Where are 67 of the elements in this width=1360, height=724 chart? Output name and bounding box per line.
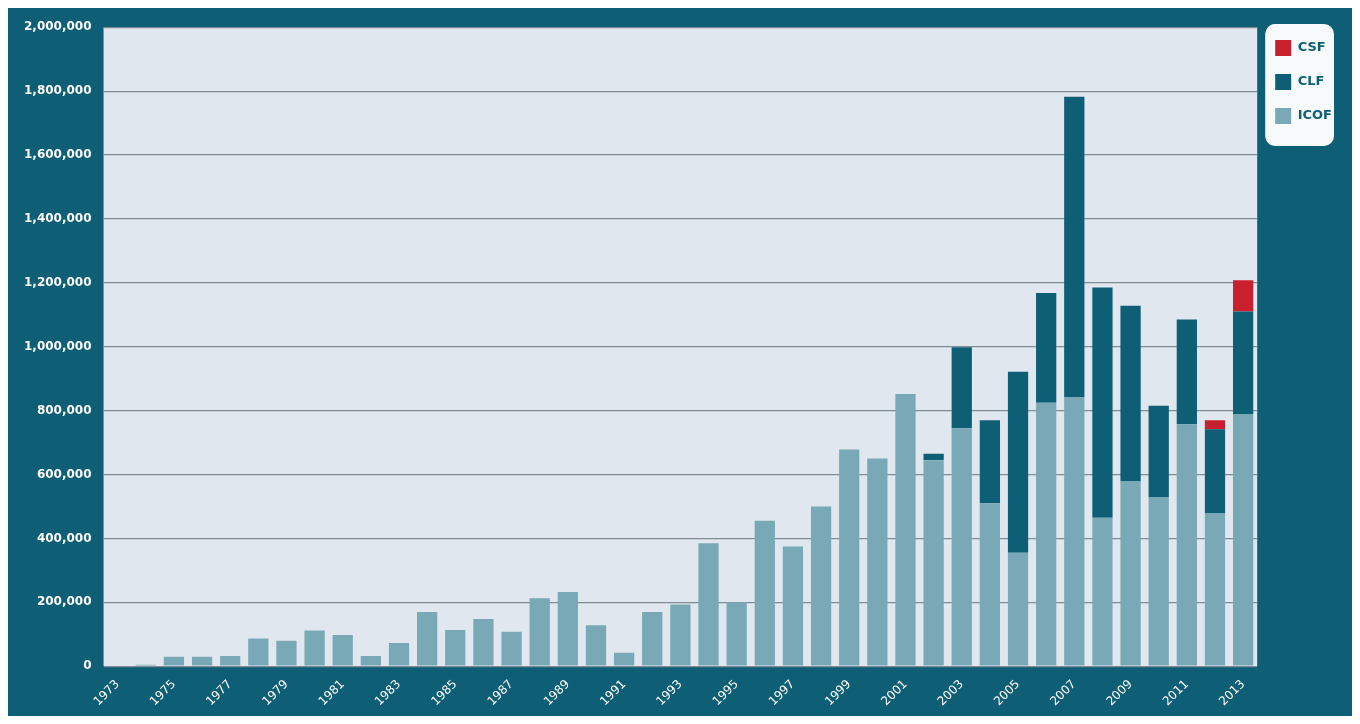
bar	[1176, 319, 1197, 425]
bar	[557, 592, 578, 666]
bar	[191, 656, 213, 666]
bar	[1120, 481, 1141, 666]
bar	[979, 420, 1001, 504]
bar	[923, 453, 944, 461]
bar	[1176, 424, 1197, 666]
bar	[1064, 396, 1085, 666]
bar	[613, 652, 635, 666]
bar	[895, 394, 916, 666]
bar	[417, 611, 438, 666]
bar	[951, 347, 972, 429]
bar	[1148, 497, 1169, 666]
legend-label: CSF	[1297, 39, 1326, 55]
legend-label: CLF	[1297, 73, 1325, 89]
y-tick-label: 1,400,000	[23, 211, 92, 226]
bar	[1064, 96, 1085, 397]
y-tick-label: 200,000	[36, 594, 92, 609]
bar	[304, 630, 325, 666]
bar	[810, 506, 832, 666]
bar	[585, 625, 607, 666]
bar	[979, 503, 1001, 666]
bar	[923, 460, 944, 666]
bar	[360, 656, 381, 666]
bar	[163, 656, 185, 666]
bar	[754, 520, 775, 666]
y-tick-label: 0	[83, 658, 92, 673]
bar	[1036, 293, 1057, 403]
bar	[782, 546, 804, 666]
bar	[1148, 405, 1169, 498]
bar	[220, 656, 241, 666]
bar	[1204, 429, 1226, 514]
bar	[839, 449, 860, 666]
bar	[951, 428, 972, 666]
y-tick-label: 600,000	[36, 466, 92, 481]
bar	[388, 642, 410, 666]
bar	[1092, 517, 1113, 666]
bar	[726, 602, 747, 666]
bar	[1007, 371, 1029, 553]
bar	[529, 598, 550, 666]
bar	[501, 631, 522, 666]
bar	[276, 640, 297, 666]
bar	[1007, 552, 1029, 666]
bar	[1036, 402, 1057, 666]
y-tick-label: 1,000,000	[23, 338, 92, 353]
y-tick-label: 800,000	[36, 402, 92, 417]
bar	[473, 618, 494, 666]
bar	[1204, 513, 1226, 666]
bar	[332, 634, 353, 666]
bar	[867, 458, 888, 666]
bar	[445, 630, 466, 666]
bar	[1204, 420, 1226, 430]
y-tick-label: 1,600,000	[23, 147, 92, 162]
bar	[1232, 311, 1254, 415]
y-tick-label: 1,800,000	[23, 83, 92, 98]
y-tick-label: 1,200,000	[23, 274, 92, 289]
bar	[1120, 305, 1141, 482]
legend-label: ICOF	[1297, 107, 1332, 123]
bar	[1232, 414, 1254, 666]
bar	[248, 638, 269, 666]
bar	[698, 543, 719, 666]
y-tick-label: 400,000	[36, 530, 92, 545]
bar	[642, 611, 663, 666]
y-tick-label: 2,000,000	[23, 19, 92, 34]
bar	[1092, 287, 1113, 518]
bar	[670, 604, 691, 666]
bar	[1232, 280, 1254, 312]
